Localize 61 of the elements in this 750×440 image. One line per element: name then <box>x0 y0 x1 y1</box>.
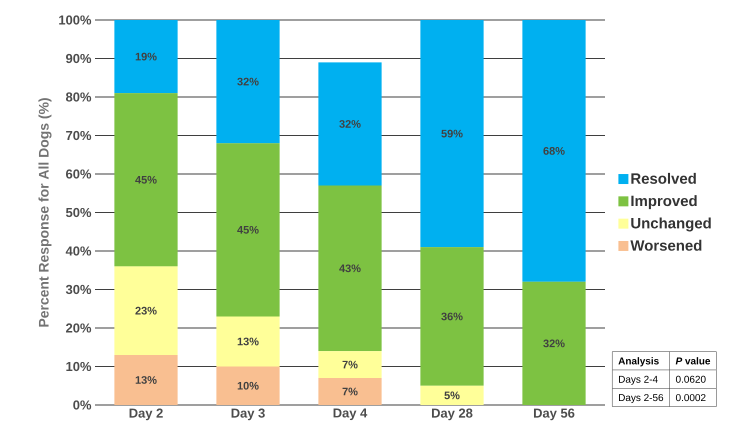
data-label: 5% <box>444 392 460 400</box>
legend-label: Improved <box>631 195 697 210</box>
text: Days 2-4 <box>618 376 658 385</box>
x-tick-label: Day 56 <box>534 408 574 420</box>
y-tick-label: 30% <box>66 284 92 294</box>
y-tick-label: 50% <box>66 208 92 218</box>
text: Analysis <box>618 357 659 366</box>
data-label: 45% <box>135 176 157 184</box>
data-label: 32% <box>237 78 259 86</box>
bar <box>216 143 280 316</box>
y-axis-title: Percent Response for All Dogs (%) <box>38 98 52 327</box>
x-tick-label: Day 3 <box>232 408 265 420</box>
legend-label: Unchanged <box>631 217 711 232</box>
y-tick-label: 80% <box>66 92 92 102</box>
data-label: 13% <box>238 338 259 346</box>
bar <box>522 282 586 405</box>
text: 0.0620 <box>676 376 706 383</box>
bar <box>114 20 178 94</box>
x-tick-label: Day 2 <box>130 408 163 420</box>
data-label: 43% <box>339 264 361 272</box>
bar <box>216 20 280 144</box>
bar <box>216 316 280 366</box>
bar <box>420 386 484 405</box>
data-label: 19% <box>136 52 157 60</box>
y-tick-label: 40% <box>66 246 92 256</box>
x-tick-label: Day 28 <box>432 408 472 420</box>
text: Days 2-56 <box>618 394 664 404</box>
bar <box>114 354 178 405</box>
bar <box>318 378 382 405</box>
y-tick-label: 100% <box>59 15 92 25</box>
data-label: 32% <box>339 120 361 128</box>
legend-label: Resolved <box>631 172 696 184</box>
y-tick-label: 70% <box>66 130 92 140</box>
text: P value <box>676 357 710 364</box>
data-label: 13% <box>136 376 157 384</box>
y-tick-label: 60% <box>66 169 92 179</box>
bar <box>318 62 382 186</box>
data-label: 10% <box>238 382 259 390</box>
data-label: 59% <box>441 130 463 138</box>
y-tick-label: 10% <box>66 362 92 372</box>
bar <box>114 266 178 355</box>
x-tick-label: Day 4 <box>334 408 368 420</box>
legend-label: Worsened <box>630 240 702 251</box>
data-label: 7% <box>342 360 358 368</box>
y-tick-label: 20% <box>66 323 92 333</box>
bar <box>420 247 484 386</box>
data-label: 23% <box>135 306 157 315</box>
text: 0.0002 <box>676 394 706 402</box>
bar <box>114 93 178 266</box>
data-label: 45% <box>237 226 259 234</box>
data-label: 68% <box>543 147 565 155</box>
bar <box>318 186 382 352</box>
data-label: 36% <box>441 312 463 320</box>
bar <box>522 20 586 282</box>
data-label: 7% <box>342 388 358 396</box>
data-label: 32% <box>543 340 565 348</box>
y-tick-label: 90% <box>66 54 92 64</box>
bar <box>318 351 382 378</box>
bar <box>216 366 280 405</box>
y-tick-label: 0% <box>73 400 92 410</box>
bar <box>420 20 484 248</box>
